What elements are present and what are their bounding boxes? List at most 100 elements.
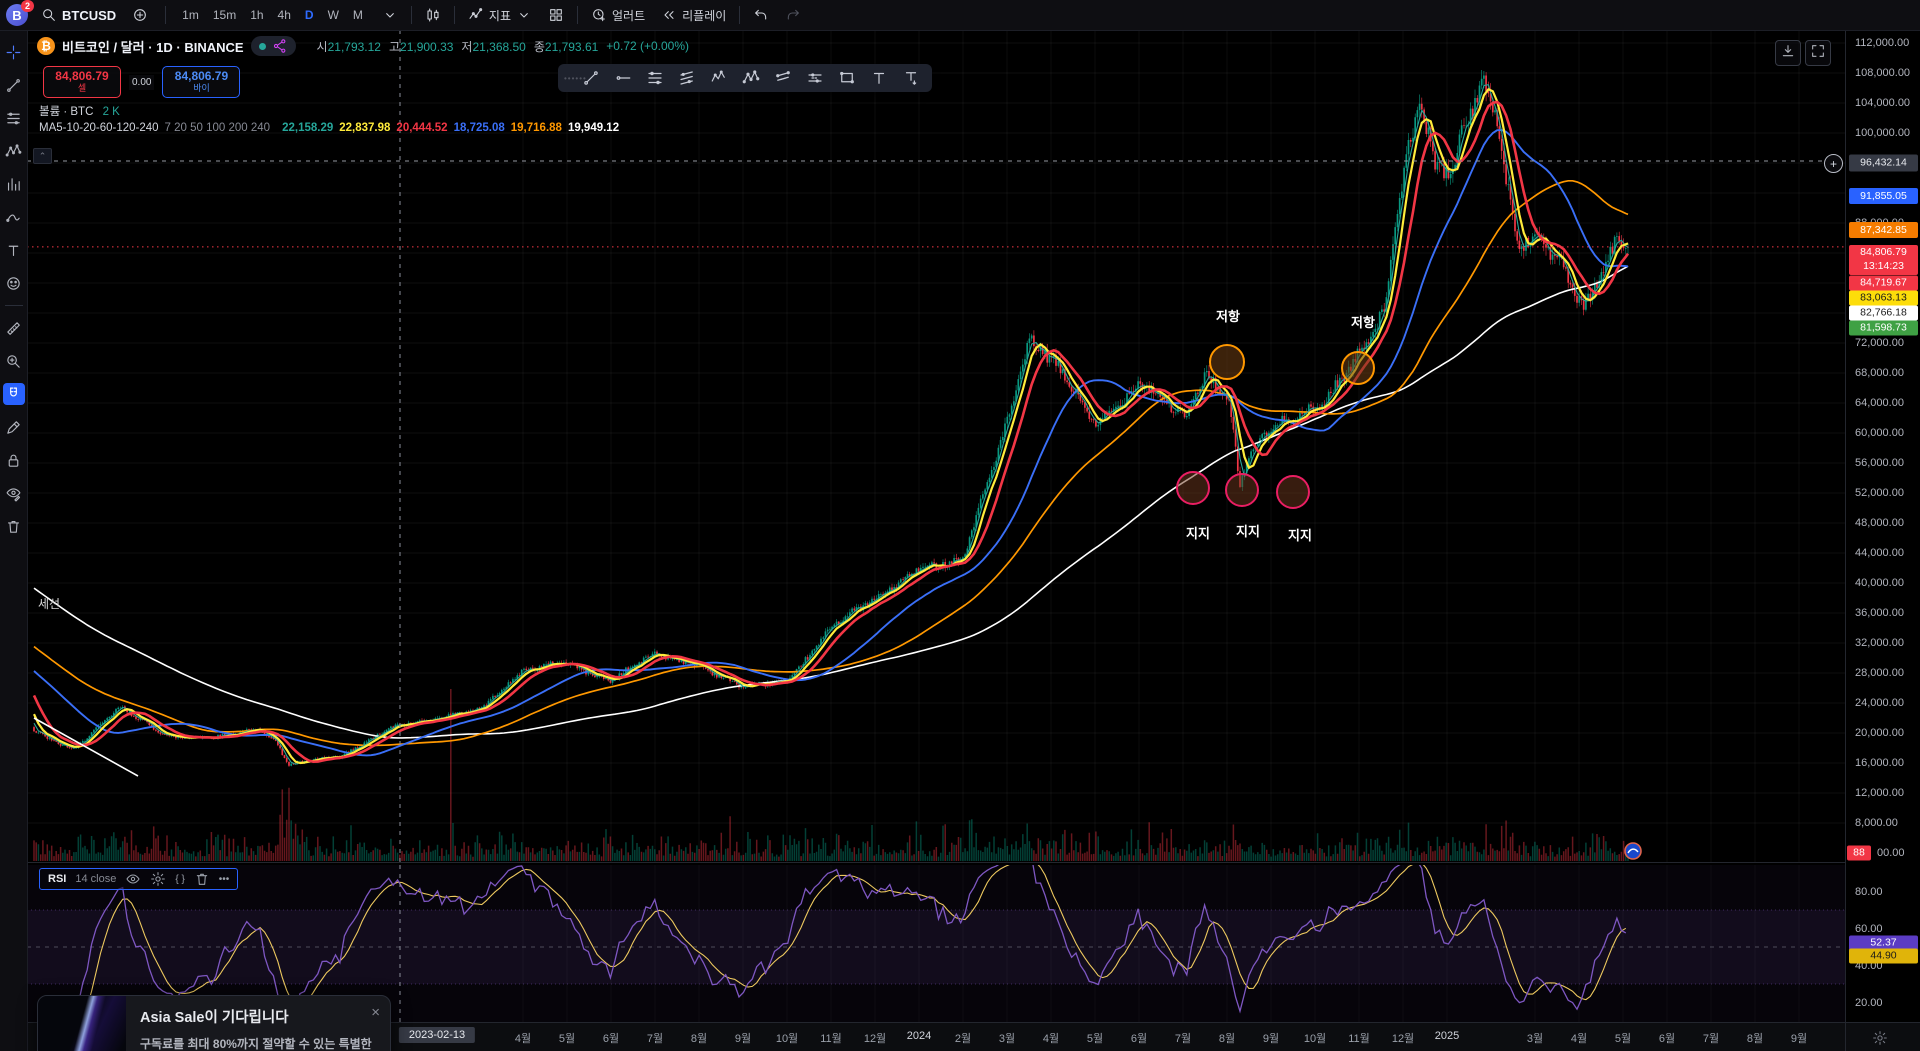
tool-eye-pencil-icon[interactable]	[3, 482, 25, 504]
time-label[interactable]: 7월	[646, 1033, 664, 1045]
draw-text-icon[interactable]	[864, 66, 894, 90]
buy-button[interactable]: 84,806.79 바이	[162, 66, 241, 98]
time-label[interactable]: 3월	[998, 1033, 1016, 1045]
time-label[interactable]: 9월	[1262, 1033, 1280, 1045]
time-label[interactable]: 10월	[1303, 1033, 1327, 1045]
market-status-pill[interactable]	[250, 36, 296, 56]
chart-style-button[interactable]	[418, 4, 448, 26]
tool-xabcd-icon[interactable]	[3, 140, 25, 162]
rsi-source-code-icon[interactable]: { }	[175, 873, 185, 885]
tool-trendline-icon[interactable]	[3, 74, 25, 96]
draw-fib-icon[interactable]	[640, 66, 670, 90]
time-label[interactable]: 11월	[1348, 1033, 1370, 1045]
axis-settings-gear-icon[interactable]	[1872, 1030, 1888, 1046]
draw-anchored-text-icon[interactable]	[896, 66, 926, 90]
tool-lock-icon[interactable]	[3, 449, 25, 471]
timeframe-4h[interactable]: 4h	[277, 8, 291, 22]
volume-legend[interactable]: 볼륨 · BTC 2 K	[39, 103, 120, 119]
draw-flatchannel-icon[interactable]	[800, 66, 830, 90]
replay-button[interactable]: 리플레이	[654, 4, 733, 27]
time-label[interactable]: 5월	[558, 1033, 576, 1045]
price-axis[interactable]: 112,000.00 108,000.00 104,000.00 100,000.00…	[1845, 30, 1920, 1022]
time-label[interactable]: 4월	[1570, 1033, 1588, 1045]
tool-magnet-icon[interactable]	[2, 383, 25, 405]
time-label[interactable]: 11월	[820, 1033, 842, 1045]
time-label[interactable]: 4월	[1042, 1033, 1060, 1045]
tool-zoomin-icon[interactable]	[3, 350, 25, 372]
tool-fib-icon[interactable]	[3, 107, 25, 129]
drag-handle[interactable]: ••••••	[564, 73, 587, 83]
draw-channel-icon[interactable]	[768, 66, 798, 90]
redo-button[interactable]	[778, 4, 808, 26]
rsi-params: 14 close	[75, 873, 117, 885]
sell-button[interactable]: 84,806.79 셀	[43, 66, 121, 98]
time-label[interactable]: 8월	[1746, 1033, 1764, 1045]
time-label[interactable]: 6월	[1130, 1033, 1148, 1045]
rsi-settings-icon[interactable]	[150, 871, 166, 887]
undo-button[interactable]	[746, 4, 776, 26]
timeframe-W[interactable]: W	[327, 8, 339, 22]
time-label[interactable]: 8월	[690, 1033, 708, 1045]
alert-button[interactable]: 얼러트	[584, 4, 652, 27]
time-label[interactable]: 2월	[954, 1033, 972, 1045]
time-label[interactable]: 12월	[1391, 1033, 1415, 1045]
time-label[interactable]: 12월	[863, 1033, 887, 1045]
draw-ray-icon[interactable]	[608, 66, 638, 90]
price-tick: 104,000.00	[1855, 97, 1911, 109]
time-label[interactable]: 7월	[1702, 1033, 1720, 1045]
add-alert-plus-button[interactable]: +	[1824, 154, 1843, 173]
draw-trendline-icon[interactable]	[576, 66, 606, 90]
tool-text-icon[interactable]	[3, 239, 25, 261]
time-label[interactable]: 5월	[1614, 1033, 1632, 1045]
draw-elliott-icon[interactable]	[704, 66, 734, 90]
tool-pencil-lock-icon[interactable]	[3, 416, 25, 438]
rsi-tick: 80.00	[1855, 885, 1883, 898]
time-label[interactable]: 2024	[906, 1030, 932, 1042]
templates-button[interactable]	[541, 4, 571, 26]
time-label[interactable]: 5월	[1086, 1033, 1104, 1045]
timeframe-M[interactable]: M	[352, 8, 363, 22]
popup-close-icon[interactable]: ×	[371, 1004, 380, 1021]
time-label[interactable]: 8월	[1218, 1033, 1236, 1045]
timeframe-menu-button[interactable]	[375, 4, 405, 26]
tool-forecast-icon[interactable]	[3, 173, 25, 195]
fullscreen-button[interactable]	[1805, 40, 1831, 66]
symbol-title[interactable]: 비트코인 / 달러 · 1D · BINANCE	[62, 39, 244, 55]
user-avatar[interactable]: B 2	[6, 0, 34, 26]
tool-ruler-icon[interactable]	[3, 317, 25, 339]
chart-area[interactable]: 세선 저항 저항 지지 지지 지지 ₿ 비트코인 / 달러 · 1D · BINANCE …	[27, 30, 1920, 1051]
draw-rect-icon[interactable]	[832, 66, 862, 90]
timeframe-1m[interactable]: 1m	[182, 8, 199, 22]
time-label[interactable]: 3월	[1526, 1033, 1544, 1045]
timeframe-D[interactable]: D	[304, 8, 314, 22]
timeframe-1h[interactable]: 1h	[250, 8, 264, 22]
draw-fibchannel-icon[interactable]	[672, 66, 702, 90]
ma-legend[interactable]: MA5-10-20-60-120-240 7 20 50 100 200 240…	[39, 122, 619, 134]
compare-symbol-button[interactable]	[125, 4, 155, 26]
tool-brush-icon[interactable]	[3, 206, 25, 228]
rsi-legend[interactable]: RSI 14 close { } •••	[39, 868, 239, 890]
symbol-search-button[interactable]: BTCUSD	[34, 4, 123, 26]
rsi-delete-icon[interactable]	[194, 871, 210, 887]
time-label[interactable]: 10월	[775, 1033, 799, 1045]
alert-label: 얼러트	[612, 8, 646, 23]
rsi-visibility-icon[interactable]	[125, 871, 141, 887]
draw-xabcd-icon[interactable]	[736, 66, 766, 90]
time-label[interactable]: 4월	[514, 1033, 532, 1045]
pane-collapse-button[interactable]: ⌃	[33, 148, 52, 164]
tool-emoji-icon[interactable]	[3, 272, 25, 294]
time-label[interactable]: 9월	[734, 1033, 752, 1045]
tool-crosshair-icon[interactable]	[3, 41, 25, 63]
download-chart-button[interactable]	[1775, 40, 1801, 66]
pane-separator[interactable]	[27, 862, 1845, 863]
rsi-more-icon[interactable]: •••	[218, 873, 230, 885]
indicators-button[interactable]: 지표	[461, 4, 539, 27]
time-label[interactable]: 2025	[1434, 1030, 1460, 1042]
time-label[interactable]: 6월	[602, 1033, 620, 1045]
timeframe-15m[interactable]: 15m	[212, 8, 237, 22]
time-label[interactable]: 9월	[1790, 1033, 1808, 1045]
time-label[interactable]: 7월	[1174, 1033, 1192, 1045]
tool-trash-icon[interactable]	[3, 515, 25, 537]
time-label[interactable]: 6월	[1658, 1033, 1676, 1045]
